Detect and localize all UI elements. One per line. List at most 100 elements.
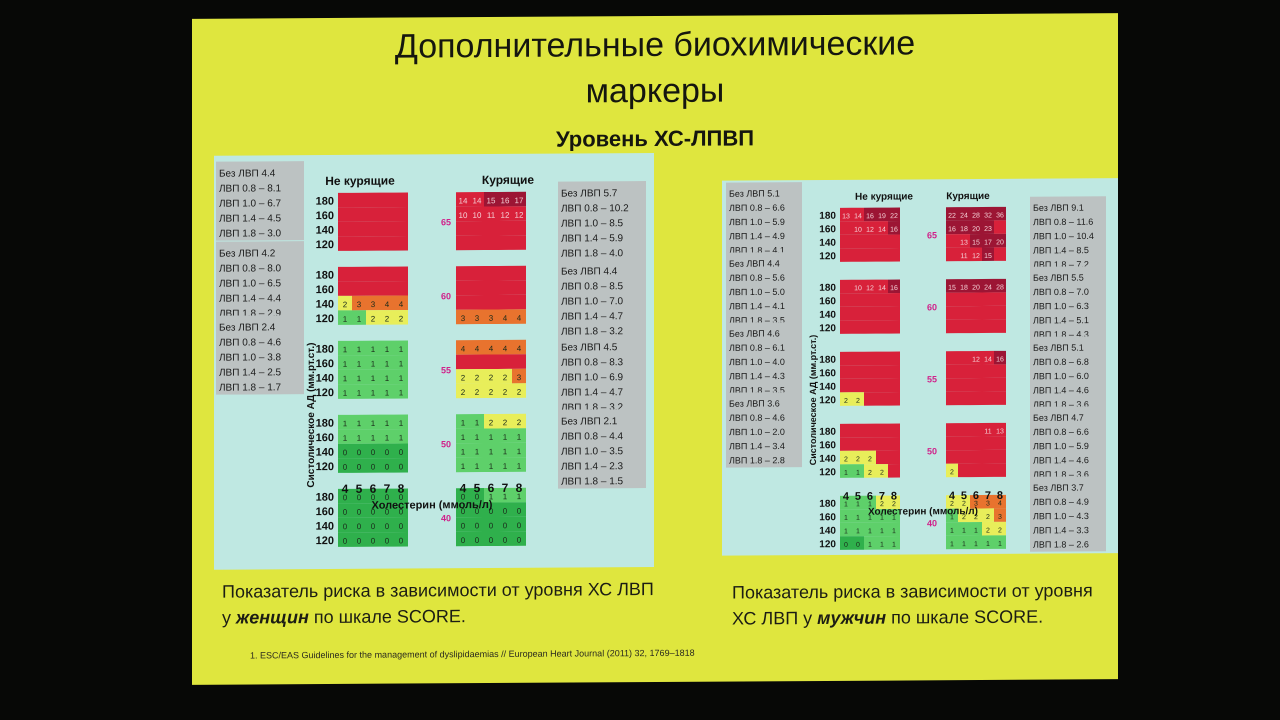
hdl-box-line: ЛВП 1.8 – 3.5 [729, 385, 785, 395]
risk-cell-nonsmoker [888, 365, 900, 379]
risk-cell-nonsmoker [394, 488, 408, 504]
risk-cell-nonsmoker [840, 351, 852, 366]
risk-cell-smoker [958, 450, 970, 464]
risk-cell-value: 1 [399, 388, 404, 397]
risk-cell-smoker [946, 463, 958, 478]
bp-tick-label: 160 [316, 210, 334, 222]
risk-cell-value: 0 [371, 493, 376, 502]
risk-cell-value: 1 [950, 541, 954, 548]
risk-cell-nonsmoker [338, 192, 352, 208]
hdl-box-line: ЛВП 1.4 – 4.5 [219, 213, 282, 224]
risk-cell-smoker [456, 383, 470, 399]
risk-cell-value: 2 [503, 388, 508, 397]
risk-cell-smoker [470, 457, 484, 473]
risk-cell-nonsmoker [338, 429, 352, 444]
hdl-box-line: ЛВП 1.4 – 3.3 [1033, 525, 1089, 535]
risk-cell-nonsmoker [380, 281, 394, 296]
risk-cell-value: 1 [844, 528, 848, 535]
risk-cell-value: 4 [489, 344, 494, 353]
risk-cell-smoker [946, 220, 958, 235]
y-axis-label: Систолическое АД (мм.рт.ст.) [306, 343, 317, 488]
risk-cell-nonsmoker [840, 320, 852, 334]
risk-cell-smoker [456, 443, 470, 458]
bp-tick-label: 140 [316, 373, 334, 385]
risk-cell-value: 1 [962, 541, 966, 548]
risk-cell-smoker [456, 488, 470, 503]
risk-cell-value: 0 [475, 521, 480, 530]
risk-cell-value: 1 [399, 433, 404, 442]
risk-cell-value: 3 [998, 514, 1002, 521]
bp-tick-label: 120 [316, 239, 334, 251]
header-smoker: Курящие [946, 191, 990, 202]
risk-cell-smoker [512, 413, 526, 429]
risk-cell-smoker [958, 319, 970, 334]
risk-cell-value: 0 [503, 521, 508, 530]
cholesterol-tick-label: 4 [342, 482, 349, 496]
risk-cell-value: 0 [371, 508, 376, 517]
hdl-box-line: ЛВП 0.8 – 7.0 [1033, 287, 1089, 297]
risk-cell-nonsmoker [864, 437, 876, 451]
risk-cell-value: 2 [475, 373, 480, 382]
risk-cell-nonsmoker [876, 320, 888, 334]
risk-cell-smoker [512, 191, 526, 207]
risk-cell-value: 2 [371, 315, 376, 324]
risk-cell-smoker [958, 463, 970, 478]
risk-cell-smoker [484, 206, 498, 222]
risk-cell-smoker [484, 457, 498, 473]
risk-cell-value: 11 [487, 211, 496, 220]
header-nonsmoker: Не курящие [855, 191, 913, 202]
hdl-box-line: ЛВП 1.0 – 5.9 [729, 217, 785, 227]
cholesterol-tick-label: 6 [867, 491, 873, 503]
risk-cell-value: 0 [371, 463, 376, 472]
risk-cell-value: 1 [461, 418, 466, 427]
risk-cell-smoker [512, 206, 526, 221]
risk-cell-smoker [982, 535, 994, 550]
hdl-box-line: ЛВП 1.8 – 4.3 [1033, 329, 1089, 339]
risk-cell-value: 17 [515, 196, 524, 205]
risk-cell-value: 0 [856, 542, 860, 549]
risk-cell-smoker [946, 279, 958, 293]
risk-cell-nonsmoker [876, 423, 888, 438]
risk-cell-smoker [470, 221, 484, 236]
risk-cell-nonsmoker [864, 221, 876, 235]
age-label: 65 [441, 217, 451, 227]
risk-cell-smoker [498, 235, 512, 250]
risk-cell-smoker [498, 265, 512, 281]
risk-cell-smoker [456, 206, 470, 222]
men-caption-line-2: ХС ЛВП у мужчин по шкале SCORE. [732, 603, 1112, 631]
risk-cell-smoker [994, 521, 1006, 536]
hdl-box-background [558, 409, 646, 489]
risk-cell-smoker [970, 306, 982, 320]
risk-cell-smoker [456, 502, 470, 518]
risk-cell-smoker [970, 292, 982, 307]
age-label: 60 [927, 302, 937, 312]
risk-cell-value: 28 [972, 213, 980, 220]
risk-cell-nonsmoker [864, 392, 876, 406]
hdl-box-line: ЛВП 0.8 – 6.6 [729, 203, 785, 213]
risk-cell-value: 32 [984, 212, 992, 219]
risk-cell-value: 1 [517, 447, 522, 456]
risk-cell-smoker [456, 221, 470, 236]
risk-cell-value: 1 [475, 418, 480, 427]
risk-cell-value: 4 [475, 344, 480, 353]
risk-cell-smoker [498, 280, 512, 295]
hdl-box-line: Без ЛВП 3.7 [1033, 483, 1084, 493]
risk-cell-smoker [484, 191, 498, 207]
hdl-box-line: ЛВП 1.8 – 7.2 [1033, 259, 1089, 269]
risk-cell-value: 16 [948, 226, 956, 233]
risk-cell-nonsmoker [888, 450, 900, 465]
risk-cell-smoker [456, 531, 470, 547]
risk-cell-nonsmoker [864, 495, 876, 510]
risk-cell-value: 14 [984, 356, 992, 363]
risk-cell-value: 16 [890, 285, 898, 292]
risk-cell-smoker [970, 220, 982, 235]
bp-tick-label: 160 [819, 224, 836, 235]
hdl-box-line: ЛВП 0.8 – 4.6 [219, 337, 282, 348]
risk-cell-smoker [958, 220, 970, 235]
hdl-box-line: ЛВП 1.0 – 6.7 [219, 198, 282, 209]
risk-cell-smoker [498, 516, 512, 532]
risk-cell-nonsmoker [852, 306, 864, 321]
risk-cell-nonsmoker [888, 378, 900, 393]
risk-cell-value: 2 [998, 527, 1002, 534]
risk-cell-smoker [994, 535, 1006, 549]
